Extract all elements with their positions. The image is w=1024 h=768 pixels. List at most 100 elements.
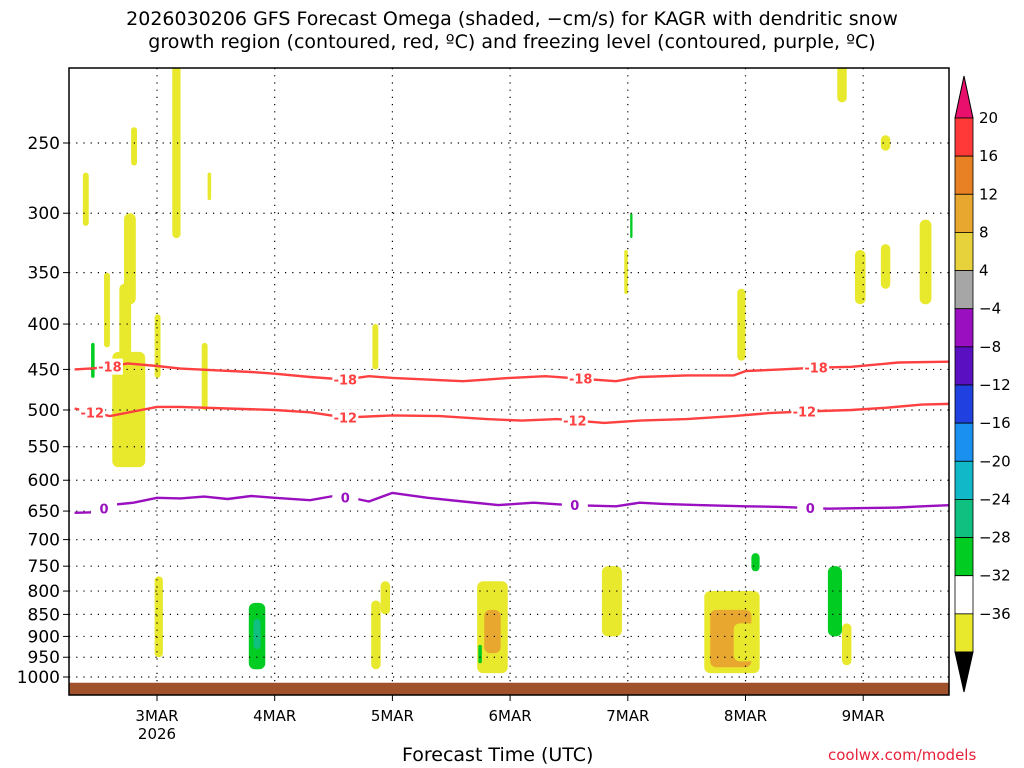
contour-label: -18 <box>98 361 122 376</box>
colorbar-top-arrow <box>954 75 974 119</box>
colorbar-swatch <box>954 613 974 653</box>
contour-label: -18 <box>334 374 358 389</box>
y-tick-label: 500 <box>28 401 60 421</box>
contour-label: -18 <box>569 373 593 388</box>
contour-label: -12 <box>793 406 817 421</box>
contour-label-bg <box>567 370 594 387</box>
y-tick-label: 900 <box>28 627 60 647</box>
contour-label: 0 <box>341 491 350 506</box>
omega-shade-region <box>880 135 891 151</box>
terrain-surface <box>69 682 949 695</box>
colorbar-label: 8 <box>979 223 989 241</box>
colorbar-swatch <box>954 155 974 195</box>
contour-label: 0 <box>570 499 579 514</box>
colorbar-label: 16 <box>979 147 998 165</box>
x-tick-label: 3MAR <box>135 707 178 725</box>
omega-shade-region <box>737 288 746 361</box>
omega-shade-region <box>104 272 110 348</box>
grid-lines <box>69 68 949 695</box>
contour-label: -12 <box>81 406 105 421</box>
omega-shade-region <box>919 219 932 305</box>
contour-lines: -18 -18 -18 -18 -12 -12 -12 -12 0 0 0 0 <box>74 358 949 518</box>
omega-shade-region <box>478 644 482 664</box>
colorbar-swatch <box>954 232 974 271</box>
colorbar-swatch <box>954 575 974 615</box>
contour-label: -12 <box>334 412 358 427</box>
omega-shade-region <box>124 213 136 305</box>
colorbar-swatch <box>954 384 974 424</box>
y-tick-label: 600 <box>28 471 60 491</box>
colorbar-swatch <box>954 270 974 310</box>
x-tick-sublabel: 2026 <box>138 725 176 743</box>
colorbar-label: −16 <box>979 414 1011 432</box>
contour-label-bg <box>91 500 118 517</box>
omega-shade-region <box>201 342 208 410</box>
y-tick-label: 1000 <box>17 668 60 688</box>
omega-shade-region <box>172 68 181 239</box>
y-tick-label: 250 <box>28 134 60 154</box>
contour-label-bg <box>803 359 830 376</box>
omega-shade-region <box>624 249 628 295</box>
omega-shade-region <box>82 172 89 226</box>
contour-label-bg <box>797 500 824 517</box>
omega-shade-region <box>733 623 760 662</box>
omega-shade-region <box>371 600 381 670</box>
omega-shade-region <box>372 324 379 370</box>
x-tick-label: 8MAR <box>724 707 767 725</box>
colorbar-label: −8 <box>979 338 1001 356</box>
colorbar-label: −4 <box>979 300 1001 318</box>
omega-shade-region <box>837 68 847 103</box>
contour-label: -12 <box>563 415 587 430</box>
y-axis: 2503003504004505005506006507007508008509… <box>17 134 69 688</box>
omega-shade-region <box>91 342 95 378</box>
omega-shade-region <box>484 609 501 654</box>
plot-frame <box>68 67 950 696</box>
credit-link[interactable]: coolwx.com/models <box>828 746 977 764</box>
colorbar: 20 16 12 8 4 −4 −8 −12 −16 −20 −24 −28 −32 −36 <box>954 75 1011 693</box>
omega-shade-region <box>380 581 391 615</box>
contour-label: 0 <box>100 503 109 518</box>
contour-label-bg <box>96 358 123 375</box>
colorbar-label: −28 <box>979 529 1011 547</box>
omega-shade-region <box>131 127 137 166</box>
y-tick-label: 650 <box>28 502 60 522</box>
colorbar-swatch <box>954 308 974 348</box>
x-tick-label: 4MAR <box>253 707 296 725</box>
contour-label-bg <box>332 489 359 506</box>
terrain-band <box>69 682 949 695</box>
colorbar-label: −36 <box>979 605 1011 623</box>
contour-label-bg <box>561 412 588 429</box>
x-tick-label: 5MAR <box>371 707 414 725</box>
contour-label-bg <box>332 371 359 388</box>
contour-line <box>74 402 949 425</box>
omega-shade-region <box>842 623 852 666</box>
omega-shade-region <box>112 351 146 468</box>
y-tick-label: 550 <box>28 438 60 458</box>
y-tick-label: 800 <box>28 582 60 602</box>
colorbar-swatch <box>954 537 974 577</box>
contour-line <box>74 491 949 514</box>
contour-line <box>74 360 949 383</box>
colorbar-label: 12 <box>979 185 998 203</box>
y-tick-label: 400 <box>28 315 60 335</box>
chart-title-line1: 2026030206 GFS Forecast Omega (shaded, −… <box>126 8 898 30</box>
contour-label: 0 <box>806 502 815 517</box>
omega-shade-region <box>207 172 212 201</box>
x-tick-label: 6MAR <box>489 707 532 725</box>
colorbar-swatch <box>954 346 974 386</box>
omega-shade-region <box>154 576 163 658</box>
omega-shading <box>82 68 932 674</box>
y-tick-label: 950 <box>28 648 60 668</box>
omega-shade-region <box>880 244 891 289</box>
colorbar-swatch <box>954 422 974 462</box>
contour-label-bg <box>79 404 106 421</box>
y-tick-label: 850 <box>28 605 60 625</box>
colorbar-swatch <box>954 193 974 233</box>
colorbar-label: −24 <box>979 490 1011 508</box>
y-tick-label: 300 <box>28 204 60 224</box>
y-tick-label: 750 <box>28 557 60 577</box>
y-tick-label: 450 <box>28 360 60 380</box>
colorbar-label: −12 <box>979 376 1011 394</box>
